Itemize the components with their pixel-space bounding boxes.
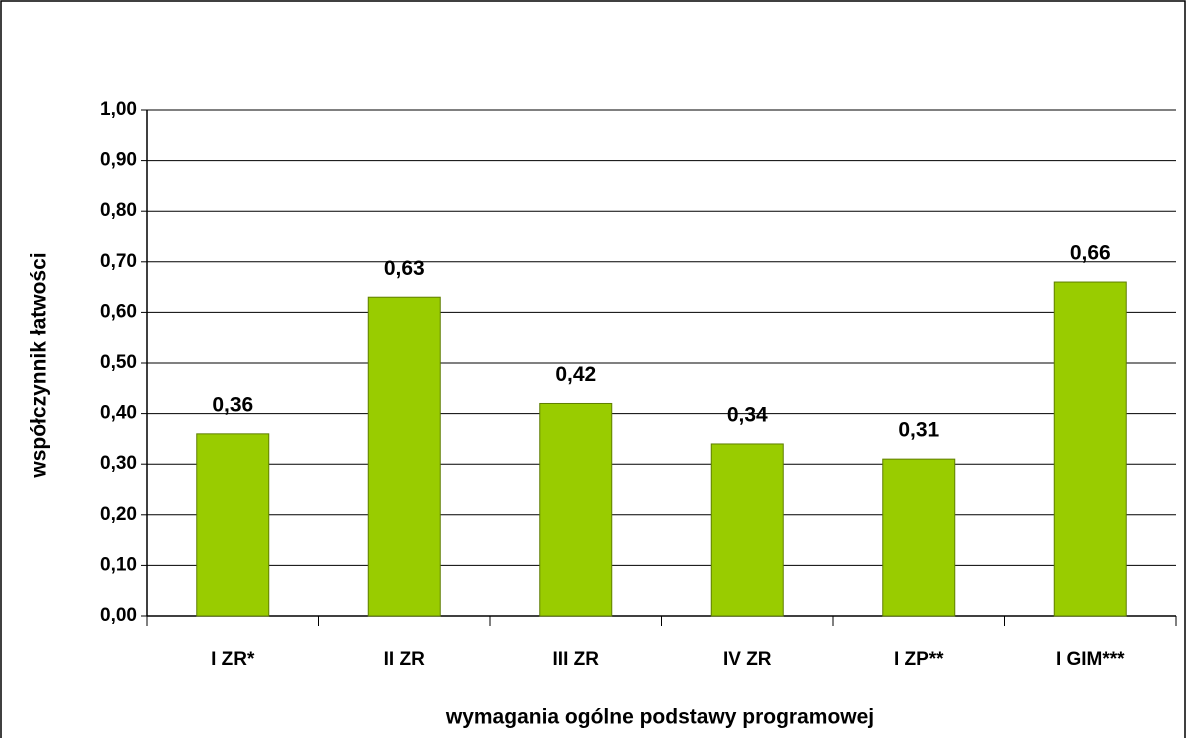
y-tick-label: 0,10 bbox=[100, 554, 137, 575]
y-tick-label: 0,90 bbox=[100, 150, 137, 171]
y-tick-label: 1,00 bbox=[100, 99, 137, 120]
data-label: 0,31 bbox=[898, 419, 939, 442]
y-tick-label: 0,30 bbox=[100, 453, 137, 474]
x-tick-label: III ZR bbox=[553, 649, 600, 670]
x-tick-label: I GIM*** bbox=[1056, 649, 1125, 670]
bar bbox=[1053, 281, 1127, 617]
bar bbox=[882, 458, 956, 617]
x-tick-label: II ZR bbox=[384, 649, 425, 670]
data-label: 0,34 bbox=[727, 404, 768, 427]
bar bbox=[710, 443, 784, 617]
y-tick-label: 0,00 bbox=[100, 605, 137, 626]
data-label: 0,66 bbox=[1070, 242, 1111, 265]
y-tick-label: 0,70 bbox=[100, 251, 137, 272]
bar bbox=[196, 433, 270, 617]
data-label: 0,36 bbox=[212, 393, 253, 416]
x-tick-label: I ZR* bbox=[211, 649, 255, 670]
y-tick-label: 0,50 bbox=[100, 352, 137, 373]
x-tick-label: IV ZR bbox=[723, 649, 772, 670]
data-label: 0,63 bbox=[384, 257, 425, 280]
y-tick-label: 0,60 bbox=[100, 301, 137, 322]
y-tick-label: 0,20 bbox=[100, 504, 137, 525]
data-label: 0,42 bbox=[555, 363, 596, 386]
bar bbox=[367, 296, 441, 617]
x-tick-label: I ZP** bbox=[894, 649, 944, 670]
y-tick-label: 0,80 bbox=[100, 200, 137, 221]
bar bbox=[539, 402, 613, 617]
y-tick-label: 0,40 bbox=[100, 403, 137, 424]
y-axis-label: współczynnik łatwości bbox=[28, 252, 51, 478]
x-axis-label: wymagania ogólne podstawy programowej bbox=[445, 706, 874, 729]
